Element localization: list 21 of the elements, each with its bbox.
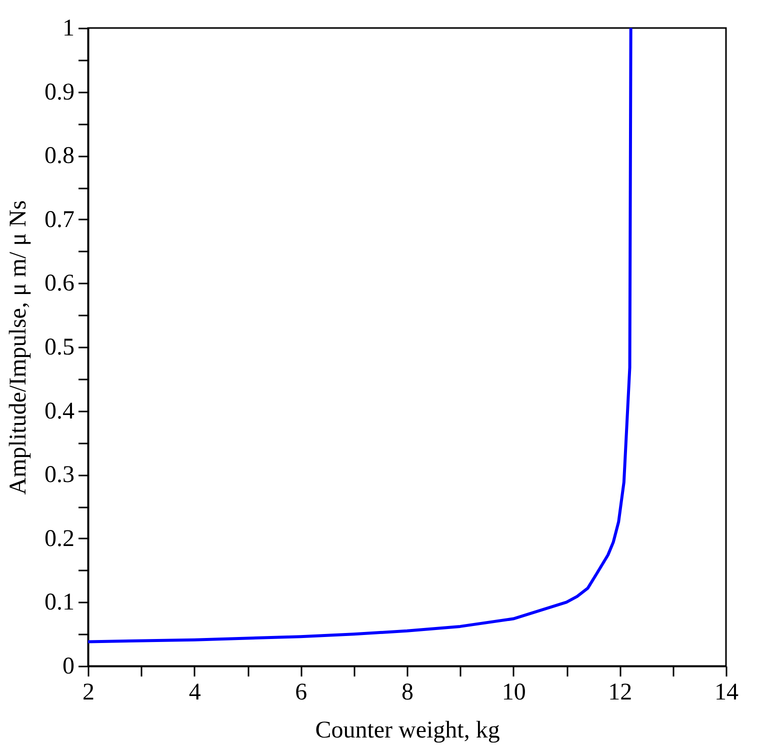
x-tick-label: 8 [402, 680, 414, 706]
y-tick-label: 0.1 [44, 590, 74, 616]
y-tick-label: 0.2 [44, 526, 74, 552]
y-tick-label: 0 [62, 654, 74, 680]
x-tick-label: 12 [608, 680, 632, 706]
x-tick-label: 14 [714, 680, 738, 706]
y-tick-label: 0.5 [44, 334, 74, 360]
y-tick-label: 0.4 [44, 398, 74, 424]
y-tick-label: 0.7 [44, 206, 74, 233]
x-tick-label: 6 [295, 680, 308, 706]
y-axis-title: Amplitude/Impulse, μ m/ μ Ns [6, 200, 32, 495]
y-tick-label: 0.6 [44, 270, 74, 297]
y-tick-label: 1 [62, 16, 74, 42]
line-series [88, 28, 632, 644]
y-tick-label: 0.8 [44, 143, 74, 170]
x-axis-title: Counter weight, kg [315, 718, 500, 744]
x-tick-label: 10 [502, 680, 526, 706]
x-tick-label: 4 [188, 680, 201, 706]
x-tick-label: 2 [82, 680, 94, 706]
y-tick-label: 0.3 [44, 462, 74, 488]
y-tick-label: 0.9 [44, 79, 74, 106]
